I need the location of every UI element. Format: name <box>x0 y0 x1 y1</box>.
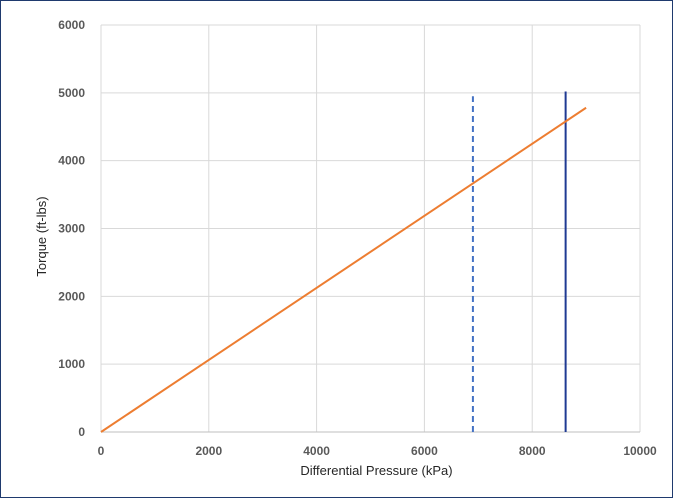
y-tick-label: 2000 <box>58 289 85 303</box>
x-tick-label: 6000 <box>411 444 438 458</box>
torque-series-line <box>100 106 587 433</box>
x-tick-label: 4000 <box>303 444 330 458</box>
x-tick-label: 0 <box>98 444 105 458</box>
x-axis-label: Differential Pressure (kPa) <box>300 463 452 478</box>
y-tick-label: 6000 <box>58 18 85 32</box>
x-tick-label: 8000 <box>519 444 546 458</box>
y-axis-label: Torque (ft-lbs) <box>34 196 49 276</box>
x-tick-label: 2000 <box>195 444 222 458</box>
chart-marks <box>100 91 587 433</box>
y-tick-label: 5000 <box>58 86 85 100</box>
y-tick-label: 1000 <box>58 357 85 371</box>
grid <box>100 24 641 433</box>
y-tick-label: 3000 <box>58 222 85 236</box>
tick-labels: 0 2000 4000 6000 8000 10000 0 1000 2000 3000 4000 5… <box>58 18 657 458</box>
y-tick-label: 0 <box>78 425 85 439</box>
x-tick-label: 10000 <box>623 444 657 458</box>
y-tick-label: 4000 <box>58 154 85 168</box>
